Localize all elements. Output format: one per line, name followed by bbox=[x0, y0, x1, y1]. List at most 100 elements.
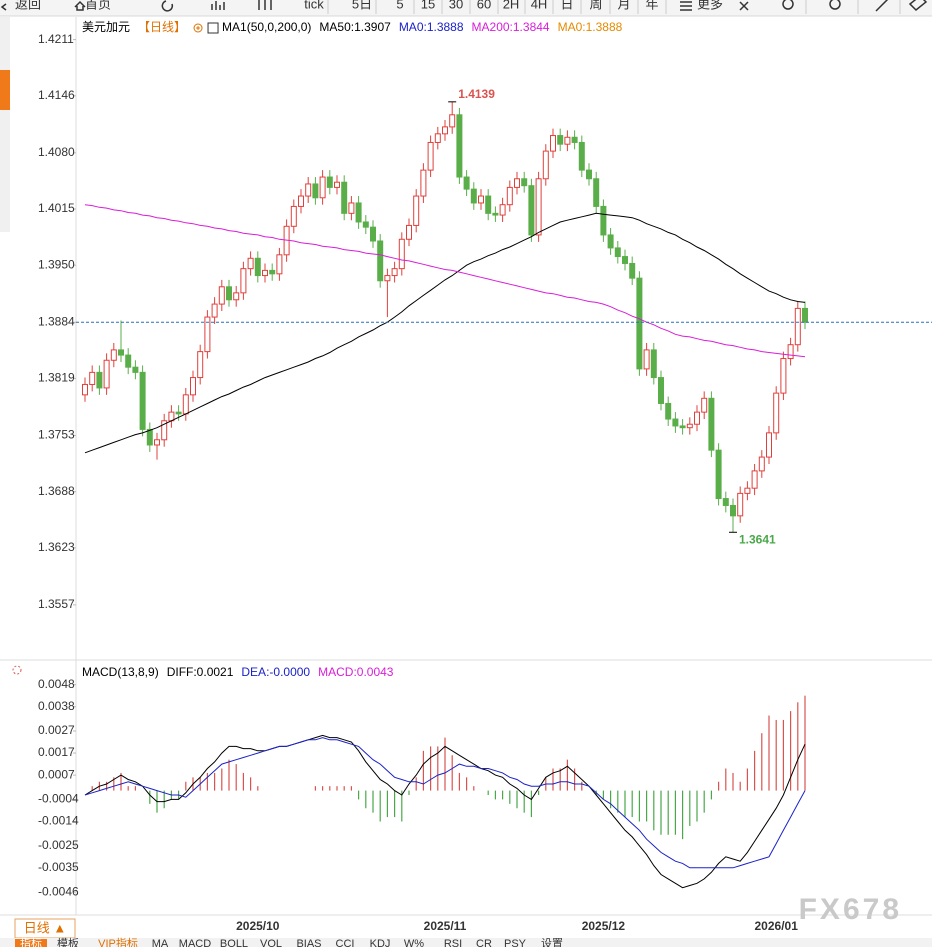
candle-body bbox=[348, 202, 355, 214]
toolbar-item[interactable]: 更多 bbox=[697, 0, 723, 11]
legend-entry: MA0:1.3888 bbox=[558, 20, 623, 34]
toolbar-item[interactable]: 5日 bbox=[352, 0, 372, 11]
zoom-out-icon[interactable] bbox=[782, 0, 794, 10]
indicator-tab[interactable]: BOLL bbox=[220, 938, 248, 947]
candle-body bbox=[125, 354, 132, 368]
candle-body bbox=[204, 316, 211, 353]
candle-body bbox=[564, 136, 571, 145]
candle-body bbox=[715, 449, 722, 500]
y-tick-label: 1.3688 bbox=[38, 484, 75, 498]
candle-body bbox=[470, 188, 477, 204]
toolbar-item[interactable]: 返回 bbox=[15, 0, 41, 11]
indicator-tab[interactable]: VIP指标 bbox=[98, 936, 138, 947]
indicator-tab[interactable]: MACD bbox=[179, 938, 211, 947]
y-tick-label: 0.0038 bbox=[38, 699, 75, 713]
candle-body bbox=[542, 150, 549, 180]
indicator-label: MACD(13,8,9) bbox=[82, 665, 159, 679]
x-tick-label: 2025/11 bbox=[424, 919, 467, 933]
candle-body bbox=[636, 277, 643, 370]
indicator-tab[interactable]: MA bbox=[152, 938, 169, 947]
candle-body bbox=[787, 344, 794, 360]
toolbar-item[interactable]: 年 bbox=[645, 0, 658, 11]
chart-type-icon[interactable] bbox=[211, 1, 225, 10]
indicator-tab[interactable]: BIAS bbox=[296, 938, 321, 947]
more-icon[interactable] bbox=[680, 1, 692, 11]
candle-body bbox=[103, 359, 110, 389]
candle-body bbox=[658, 377, 664, 404]
fx-icon[interactable] bbox=[739, 1, 749, 11]
zoom-in-icon[interactable] bbox=[829, 0, 841, 10]
candle-body bbox=[406, 224, 412, 240]
candle-body bbox=[240, 268, 247, 294]
eraser-icon[interactable] bbox=[908, 0, 928, 12]
indicator-tab[interactable]: 模板 bbox=[57, 936, 79, 947]
candle-body bbox=[571, 136, 578, 143]
candle-icon[interactable] bbox=[258, 0, 272, 10]
add-icon[interactable] bbox=[193, 23, 203, 33]
toolbar-item[interactable]: 首页 bbox=[85, 0, 111, 11]
y-tick-label: 1.4080 bbox=[38, 145, 75, 159]
indicator-tab[interactable]: CR bbox=[476, 938, 492, 947]
toolbar-item[interactable]: 60 bbox=[477, 0, 491, 11]
candle-body bbox=[672, 418, 679, 427]
side-tabs[interactable] bbox=[0, 17, 10, 232]
x-tick-label: 2025/12 bbox=[582, 919, 626, 933]
home-icon[interactable] bbox=[74, 0, 86, 11]
toolbar-item[interactable]: 日 bbox=[560, 0, 573, 11]
indicator-tab[interactable]: W% bbox=[404, 938, 424, 947]
toolbar-item[interactable]: 月 bbox=[617, 0, 630, 11]
indicator-tab[interactable]: 指标 bbox=[20, 936, 42, 947]
toolbar-item[interactable]: 4H bbox=[531, 0, 548, 11]
indicator-tab[interactable]: 设置 bbox=[541, 937, 563, 947]
candle-body bbox=[463, 176, 470, 190]
y-tick-label: 1.4211 bbox=[38, 32, 74, 46]
y-tick-label: -0.0004 bbox=[38, 792, 79, 806]
toolbar-item[interactable]: 周 bbox=[589, 0, 602, 11]
candle-body bbox=[665, 402, 672, 420]
y-tick-label: 1.4146 bbox=[38, 88, 75, 102]
ma-line bbox=[84, 204, 806, 358]
candle-body bbox=[118, 349, 124, 356]
tab-active[interactable] bbox=[15, 939, 47, 947]
candle-body bbox=[701, 397, 708, 413]
y-tick-label: 0.0027 bbox=[38, 723, 75, 737]
indicator-tab[interactable]: CCI bbox=[336, 938, 355, 947]
refresh-icon[interactable] bbox=[161, 0, 174, 12]
candle-body bbox=[377, 240, 384, 282]
candle-body bbox=[514, 178, 520, 188]
period-button-label[interactable]: 日线 ▲ bbox=[24, 920, 66, 935]
candle-body bbox=[578, 141, 585, 171]
back-icon[interactable] bbox=[0, 3, 7, 11]
indicator-tab[interactable]: PSY bbox=[504, 938, 527, 947]
draw-icon[interactable] bbox=[875, 0, 889, 12]
toolbar-item[interactable]: tick bbox=[304, 0, 324, 11]
candle-body bbox=[794, 307, 801, 346]
indicator-tab[interactable]: RSI bbox=[444, 938, 462, 947]
toolbar-item[interactable]: 5 bbox=[396, 0, 403, 11]
candle-body bbox=[744, 487, 751, 494]
candle-body bbox=[89, 371, 96, 385]
candle-body bbox=[290, 205, 297, 227]
candle-body bbox=[82, 383, 88, 396]
panel-settings-icon[interactable] bbox=[12, 665, 22, 675]
indicator-tab[interactable]: VOL bbox=[260, 938, 282, 947]
toolbar-item[interactable]: 15 bbox=[421, 0, 435, 11]
candle-body bbox=[730, 504, 736, 517]
candle-body bbox=[355, 202, 362, 223]
y-tick-label: 1.3950 bbox=[38, 257, 75, 271]
candle-body bbox=[499, 204, 506, 216]
candle-body bbox=[528, 185, 535, 236]
toolbar-item[interactable]: 30 bbox=[449, 0, 463, 11]
indicator-icon[interactable] bbox=[207, 22, 219, 34]
side-tab-active[interactable] bbox=[0, 70, 10, 110]
candle-body bbox=[398, 238, 405, 270]
candle-body bbox=[773, 392, 780, 434]
candle-body bbox=[593, 178, 600, 207]
candle-body bbox=[434, 133, 441, 143]
legend-entry: MA200:1.3844 bbox=[472, 20, 550, 34]
indicator-tab[interactable]: KDJ bbox=[370, 938, 391, 947]
candle-body bbox=[586, 169, 592, 180]
macd-line bbox=[84, 734, 806, 889]
toolbar-item[interactable]: 2H bbox=[503, 0, 520, 11]
